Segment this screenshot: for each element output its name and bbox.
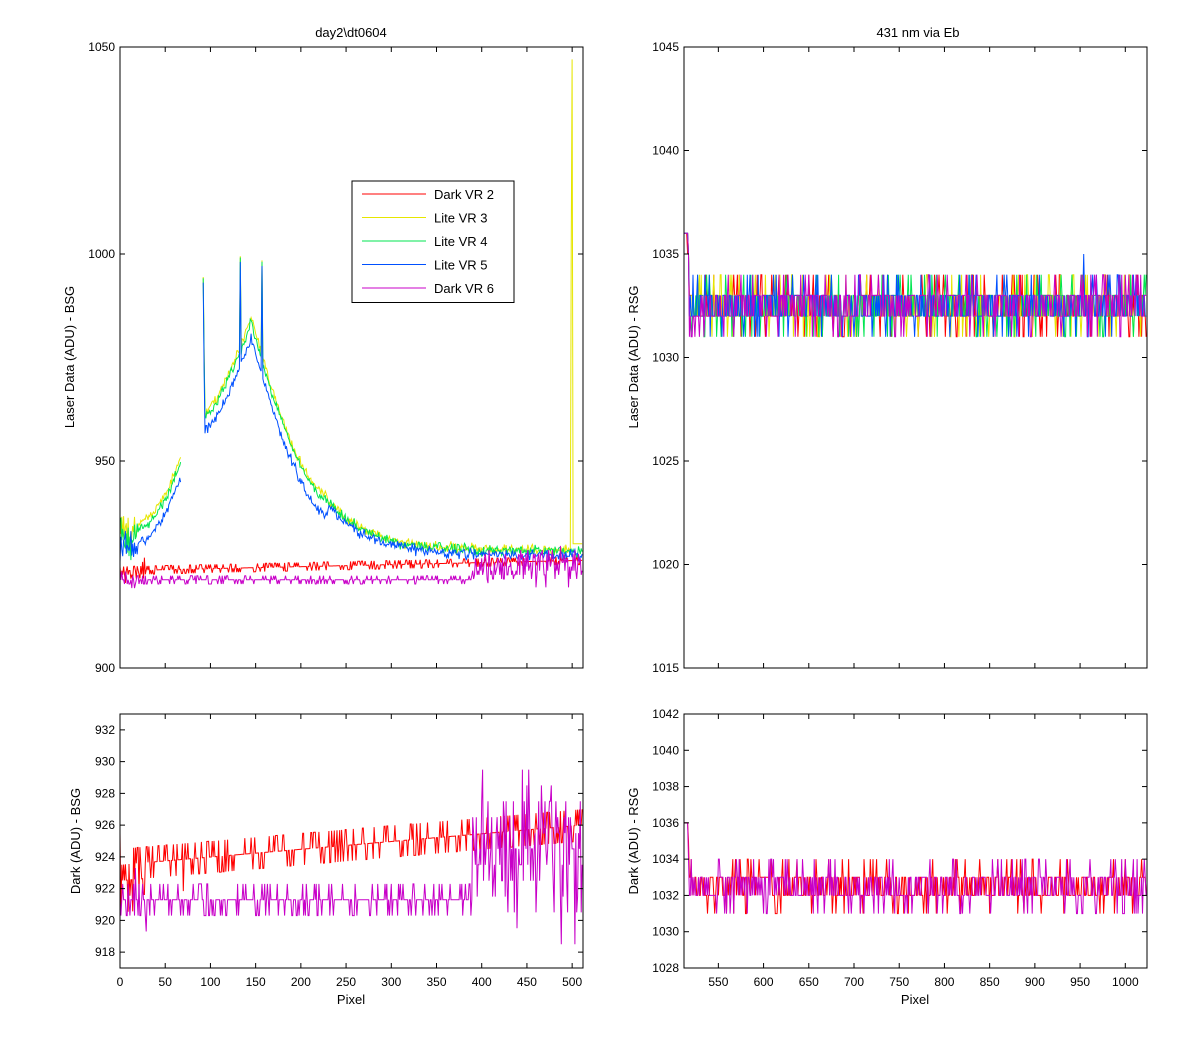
y-tick-label: 900 <box>95 661 115 675</box>
y-tick-label: 1035 <box>652 247 679 261</box>
x-tick-label: 900 <box>1025 975 1045 989</box>
legend-box <box>351 180 515 303</box>
y-tick-label: 920 <box>95 913 115 927</box>
panel-dark-bsg: Dark (ADU) - BSG Pixel 0 50 100 150 200 250 30… <box>68 713 584 1007</box>
y-tick-label: 1045 <box>652 40 679 54</box>
y-tick-label: 1032 <box>652 888 679 902</box>
y-tick-label: 932 <box>95 723 115 737</box>
legend-label: Dark VR 6 <box>434 281 494 296</box>
y-tick-label: 922 <box>95 882 115 896</box>
y-tick-label: 1030 <box>652 925 679 939</box>
y-axis-label: Dark (ADU) - RSG <box>626 788 641 895</box>
y-axis-label: Laser Data (ADU) - RSG <box>626 285 641 428</box>
legend-label: Lite VR 4 <box>434 234 487 249</box>
y-axis-label: Dark (ADU) - BSG <box>68 788 83 894</box>
x-tick-label: 450 <box>517 975 537 989</box>
y-tick-label: 1042 <box>652 707 679 721</box>
x-tick-label: 150 <box>246 975 266 989</box>
series-group <box>120 59 583 589</box>
panel-title: 431 nm via Eb <box>876 25 959 40</box>
y-tick-label: 924 <box>95 850 115 864</box>
x-tick-label: 700 <box>844 975 864 989</box>
axes-box <box>683 713 1148 969</box>
x-axis-label: Pixel <box>337 992 365 1007</box>
x-tick-label: 950 <box>1070 975 1090 989</box>
x-tick-label: 550 <box>708 975 728 989</box>
y-axis-label: Laser Data (ADU) - BSG <box>62 286 77 428</box>
x-axis-label: Pixel <box>901 992 929 1007</box>
x-tick-label: 50 <box>159 975 173 989</box>
x-tick-label: 300 <box>381 975 401 989</box>
x-tick-label: 750 <box>889 975 909 989</box>
panel-dark-rsg: Dark (ADU) - RSG Pixel 550 600 650 700 750 80… <box>626 707 1148 1007</box>
series-line-dark-vr-6 <box>120 545 583 589</box>
x-tick-label: 600 <box>754 975 774 989</box>
axes-box <box>119 46 584 669</box>
y-tick-label: 1036 <box>652 816 679 830</box>
series-group <box>684 822 1147 915</box>
y-tick-label: 930 <box>95 755 115 769</box>
y-tick-label: 1040 <box>652 144 679 158</box>
axes-box <box>119 713 584 969</box>
y-tick-label: 1025 <box>652 454 679 468</box>
series-line-dark-vr-6 <box>684 232 1147 338</box>
series-line-lite-vr-5 <box>120 477 182 563</box>
x-tick-label: 1000 <box>1112 975 1139 989</box>
y-tick-label: 1030 <box>652 351 679 365</box>
legend: Dark VR 2 Lite VR 3 Lite VR 4 Lite VR 5 Dark… <box>351 180 515 303</box>
legend-label: Dark VR 2 <box>434 187 494 202</box>
series-line-lite-vr-4 <box>202 257 583 559</box>
panel-laser-bsg: day2\dt0604 Laser Data (ADU) - BSG 900 95… <box>62 25 584 675</box>
series-group <box>684 232 1147 338</box>
y-tick-label: 950 <box>95 454 115 468</box>
x-tick-label: 350 <box>426 975 446 989</box>
y-tick-label: 1050 <box>88 40 115 54</box>
y-tick-label: 1040 <box>652 743 679 757</box>
y-tick-label: 918 <box>95 945 115 959</box>
x-tick-label: 400 <box>472 975 492 989</box>
y-tick-label: 926 <box>95 818 115 832</box>
x-tick-label: 800 <box>934 975 954 989</box>
x-tick-label: 500 <box>562 975 582 989</box>
y-tick-label: 1020 <box>652 558 679 572</box>
x-tick-label: 100 <box>200 975 220 989</box>
y-tick-label: 1038 <box>652 780 679 794</box>
y-tick-label: 1034 <box>652 852 679 866</box>
x-tick-label: 250 <box>336 975 356 989</box>
y-tick-label: 1000 <box>88 247 115 261</box>
legend-label: Lite VR 5 <box>434 258 487 273</box>
legend-label: Lite VR 3 <box>434 211 487 226</box>
y-tick-label: 1015 <box>652 661 679 675</box>
y-tick-label: 1028 <box>652 961 679 975</box>
panel-laser-rsg: 431 nm via Eb Laser Data (ADU) - RSG 101… <box>626 25 1148 675</box>
x-tick-label: 650 <box>799 975 819 989</box>
x-tick-label: 0 <box>117 975 124 989</box>
x-tick-label: 200 <box>291 975 311 989</box>
series-line-dark-vr-6 <box>684 822 1147 915</box>
panel-title: day2\dt0604 <box>315 25 387 40</box>
series-line-dark-vr-6 <box>120 769 583 945</box>
x-tick-label: 850 <box>980 975 1000 989</box>
series-group <box>120 769 583 945</box>
y-tick-label: 928 <box>95 786 115 800</box>
